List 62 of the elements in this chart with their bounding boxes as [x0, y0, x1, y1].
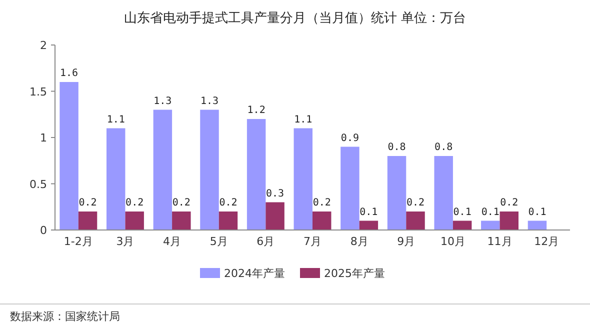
y-tick-label: 2 [40, 39, 47, 52]
bar [500, 212, 518, 230]
x-tick-label: 3月 [116, 235, 134, 248]
bar [106, 128, 126, 230]
x-tick-label: 9月 [397, 235, 416, 248]
data-label: 0.2 [312, 198, 331, 208]
bar [153, 110, 172, 230]
source-note: 数据来源：国家统计局 [10, 310, 120, 323]
x-tick-label: 10月 [440, 235, 466, 248]
bar [60, 82, 78, 230]
data-label: 1.6 [60, 68, 78, 79]
bar [481, 220, 500, 230]
data-label: 0.2 [78, 198, 97, 208]
data-label: 0.2 [172, 198, 190, 208]
x-tick-label: 1-2月 [64, 235, 93, 248]
data-label: 0.1 [481, 206, 500, 218]
x-tick-label: 8月 [350, 235, 368, 248]
data-label: 1.1 [106, 114, 125, 126]
legend-label: 2024年产量 [224, 267, 285, 280]
data-label: 1.1 [294, 114, 312, 126]
bar [266, 202, 284, 230]
bar [294, 128, 312, 230]
data-label: 0.1 [453, 206, 472, 218]
x-tick-label: 11月 [487, 235, 512, 248]
data-label: 0.3 [266, 188, 284, 200]
bar [172, 212, 191, 230]
data-label: 0.2 [126, 198, 144, 208]
x-tick-label: 12月 [534, 235, 560, 248]
x-tick-label: 5月 [210, 235, 228, 248]
data-label: 0.2 [406, 198, 425, 208]
bar [312, 212, 332, 230]
bar [78, 212, 98, 230]
data-label: 0.2 [219, 198, 238, 208]
y-tick-label: 0 [40, 224, 47, 237]
data-label: 0.8 [388, 142, 406, 153]
legend-label: 2025年产量 [324, 267, 385, 280]
chart-title: 山东省电动手提式工具产量分月（当月值）统计 单位：万台 [124, 11, 466, 26]
data-label: 0.9 [340, 132, 359, 144]
y-tick-label: 1.5 [30, 85, 47, 98]
bar [218, 212, 238, 230]
bar [125, 212, 144, 230]
bar [246, 119, 266, 230]
data-label: 0.1 [360, 206, 378, 218]
bar [528, 220, 547, 230]
bar [434, 156, 453, 230]
bar [406, 212, 425, 230]
y-tick-label: 0.5 [30, 178, 47, 191]
bar [387, 156, 406, 230]
data-label: 0.8 [434, 142, 453, 153]
data-label: 1.2 [247, 105, 266, 116]
x-tick-label: 7月 [304, 235, 322, 248]
bar [200, 110, 219, 230]
x-tick-label: 4月 [163, 235, 182, 248]
bar [340, 146, 360, 230]
bar [452, 220, 472, 230]
data-label: 1.3 [200, 96, 219, 107]
bar [359, 220, 378, 230]
data-label: 0.2 [500, 198, 518, 208]
data-label: 0.1 [528, 206, 546, 218]
y-tick-label: 1 [40, 132, 47, 144]
x-tick-label: 6月 [256, 235, 275, 248]
data-label: 1.3 [154, 96, 172, 107]
